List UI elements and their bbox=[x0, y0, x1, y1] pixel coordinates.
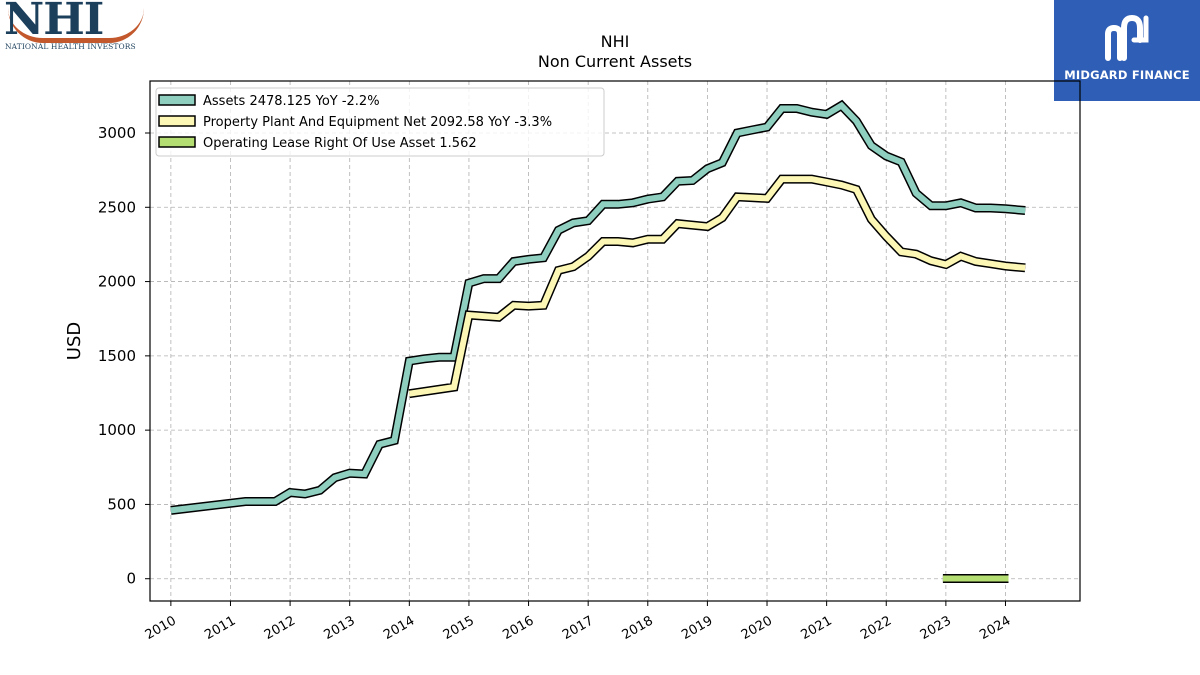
x-tick-label: 2018 bbox=[620, 613, 656, 643]
chart-subtitle: Non Current Assets bbox=[537, 52, 693, 71]
x-tick-label: 2014 bbox=[381, 613, 417, 643]
y-tick-label: 1000 bbox=[98, 421, 136, 439]
x-tick-label: 2022 bbox=[858, 613, 894, 643]
x-tick-label: 2013 bbox=[322, 613, 358, 643]
nhi-swoosh-icon bbox=[8, 8, 144, 43]
x-tick-label: 2016 bbox=[500, 613, 536, 643]
legend-swatch bbox=[158, 136, 196, 148]
midgard-mark-icon bbox=[1105, 14, 1149, 61]
legend-label: Property Plant And Equipment Net 2092.58… bbox=[203, 115, 552, 130]
x-tick-label: 2024 bbox=[977, 613, 1013, 643]
x-tick-label: 2017 bbox=[560, 613, 596, 643]
y-tick-label: 500 bbox=[107, 495, 136, 513]
chart-title: NHI bbox=[600, 32, 630, 51]
x-tick-label: 2021 bbox=[798, 613, 834, 643]
legend-label: Assets 2478.125 YoY -2.2% bbox=[203, 94, 380, 109]
x-tick-label: 2011 bbox=[202, 613, 238, 643]
nhi-logo-subtitle: NATIONAL HEALTH INVESTORS bbox=[5, 42, 136, 51]
x-tick-label: 2015 bbox=[441, 613, 477, 643]
midgard-logo-text: MIDGARD FINANCE bbox=[1064, 68, 1190, 82]
series-outline-1 bbox=[408, 174, 1026, 399]
y-tick-label: 2000 bbox=[98, 273, 136, 291]
legend-box bbox=[155, 87, 605, 157]
y-axis-label: USD bbox=[64, 322, 85, 360]
x-tick-label: 2010 bbox=[143, 613, 179, 643]
legend-label: Operating Lease Right Of Use Asset 1.562 bbox=[203, 136, 477, 151]
y-tick-label: 2500 bbox=[98, 198, 136, 216]
midgard-finance-logo: MIDGARD FINANCE bbox=[1054, 0, 1200, 101]
x-tick-label: 2023 bbox=[918, 613, 954, 643]
x-tick-label: 2019 bbox=[679, 613, 715, 643]
nhi-logo-text: NHI bbox=[4, 0, 104, 45]
x-tick-label: 2012 bbox=[262, 613, 298, 643]
series-line-0 bbox=[170, 101, 1026, 514]
legend-swatch bbox=[158, 94, 196, 106]
series-outline-0 bbox=[170, 99, 1026, 515]
nhi-logo: NHI NATIONAL HEALTH INVESTORS bbox=[4, 0, 149, 54]
y-tick-label: 1500 bbox=[98, 347, 136, 365]
plot-frame bbox=[149, 80, 1081, 602]
series-line-1 bbox=[408, 176, 1026, 397]
legend-swatch bbox=[158, 115, 196, 127]
x-tick-label: 2020 bbox=[739, 613, 775, 643]
y-tick-label: 3000 bbox=[98, 124, 136, 142]
y-tick-label: 0 bbox=[126, 570, 136, 588]
